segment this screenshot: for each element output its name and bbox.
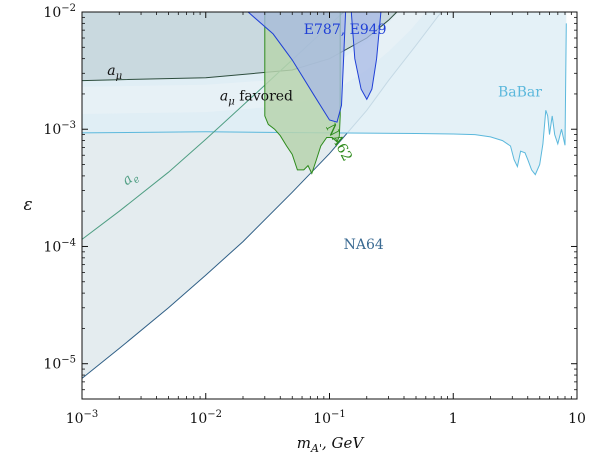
plot-regions [82, 12, 567, 379]
y-tick-label: 10−2 [43, 3, 76, 21]
y-axis-title: ε [23, 195, 32, 215]
y-tick-label: 10−5 [43, 355, 76, 373]
a-favored-band [82, 12, 426, 114]
y-tick-label: 10−3 [43, 120, 76, 138]
label-e787: E787, E949 [304, 22, 387, 38]
x-tick-label: 10−3 [66, 409, 99, 427]
x-tick-label: 1 [449, 411, 458, 427]
e787-e949-boundary [247, 12, 347, 123]
label-amu_fav: aμ favored [220, 89, 293, 108]
y-tick-label: 10−4 [43, 237, 76, 255]
axes: 10−3 10−2 10−1 1 10 10−5 10−4 10−3 10−2 [43, 3, 585, 427]
label-babar: BaBar [498, 85, 542, 101]
x-tick-label: 10−2 [189, 409, 222, 427]
label-na64: NA64 [344, 237, 384, 253]
na62-boundary [264, 12, 341, 175]
x-tick-label: 10−1 [313, 409, 346, 427]
x-axis-title: mA', GeV [297, 434, 366, 455]
x-tick-label: 10 [568, 411, 586, 427]
label-amu: aμ [107, 63, 122, 82]
babar-boundary [82, 23, 567, 176]
e787-e949-second-region-boundary [350, 12, 382, 101]
